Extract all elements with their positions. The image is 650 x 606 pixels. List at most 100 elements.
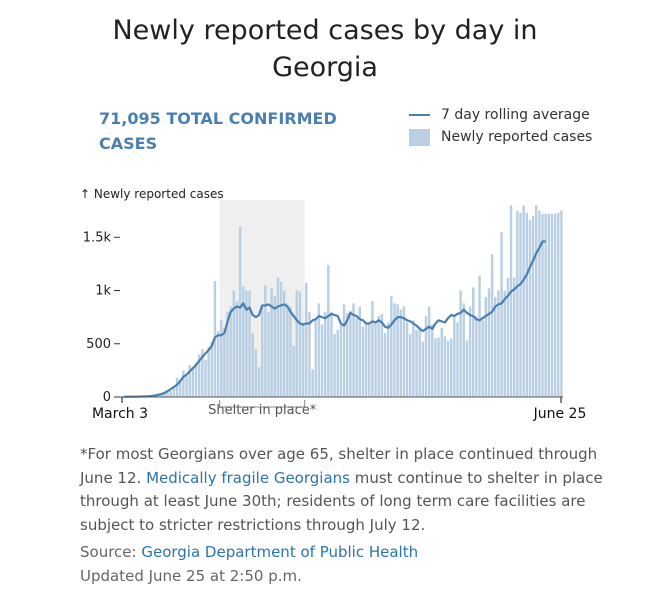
bar-new-cases [289, 306, 292, 397]
bar-new-cases [333, 334, 336, 397]
bar-new-cases [535, 205, 538, 397]
bar-new-cases [409, 334, 412, 397]
bar-new-cases [418, 326, 421, 397]
bar-new-cases [519, 212, 522, 397]
bar-new-cases [557, 212, 560, 397]
bar-new-cases [346, 312, 349, 397]
bar-new-cases [550, 213, 554, 397]
bar-new-cases [197, 354, 201, 397]
source-link[interactable]: Georgia Department of Public Health [141, 543, 419, 561]
bar-new-cases [380, 313, 384, 397]
bar-new-cases [311, 369, 314, 397]
bar-new-cases [270, 288, 273, 397]
bar-new-cases [157, 395, 160, 397]
bar-new-cases [358, 306, 362, 397]
x-end-label: June 25 [533, 406, 587, 422]
bar-new-cases [342, 304, 346, 397]
bar-new-cases [308, 311, 311, 397]
bar-new-cases [339, 324, 343, 397]
bar-new-cases [465, 340, 469, 397]
bar-new-cases [352, 303, 355, 397]
bar-new-cases [538, 210, 541, 397]
bar-new-cases [260, 306, 264, 397]
bar-new-cases [336, 329, 339, 397]
bar-new-cases [216, 330, 220, 397]
bar-new-cases [544, 213, 547, 397]
bar-new-cases [503, 290, 506, 397]
footnote-text-end: must continue to shelter in place throug… [80, 468, 603, 534]
bar-new-cases [276, 277, 280, 397]
bar-new-cases [393, 303, 396, 397]
bar-new-cases [374, 323, 377, 397]
shelter-bracket [219, 400, 306, 408]
bar-new-cases [242, 286, 245, 397]
bar-new-cases [528, 220, 532, 397]
bar-new-cases [179, 382, 182, 397]
legend-item-rolling-average: 7 day rolling average [409, 104, 592, 126]
bar-new-cases [390, 295, 393, 397]
bar-new-cases [226, 311, 229, 397]
bar-new-cases [314, 320, 317, 397]
bar-new-cases [497, 290, 500, 397]
bar-new-cases [424, 316, 428, 397]
bar-new-cases [191, 367, 195, 397]
bar-new-cases [405, 322, 409, 397]
bar-new-cases [201, 349, 204, 397]
bar-new-cases [481, 320, 484, 397]
footnote-text-start: *For most Georgians over age 65, shelter… [80, 445, 598, 487]
y-tick-label: 500 [86, 337, 111, 352]
bar-new-cases [169, 390, 173, 397]
bar-new-cases [421, 341, 425, 397]
total-line-1: 71,095 TOTAL CONFIRMED [99, 109, 337, 128]
bar-new-cases [223, 327, 226, 397]
bar-new-cases [547, 213, 551, 397]
bar-new-cases [166, 392, 169, 397]
bar-new-cases [305, 283, 308, 397]
bar-new-cases [349, 310, 352, 397]
bar-new-cases [459, 290, 462, 397]
bar-new-cases [317, 303, 321, 397]
bar-new-cases [188, 365, 191, 397]
bar-new-cases [295, 290, 299, 397]
chart-title: Newly reported cases by day in Georgia [0, 12, 650, 86]
bar-new-cases [472, 287, 475, 397]
updated-timestamp: Updated June 25 at 2:50 p.m. [80, 567, 302, 585]
chart-legend: 7 day rolling average Newly reported cas… [409, 104, 592, 148]
bar-new-cases [273, 295, 276, 397]
bar-new-cases [462, 303, 465, 397]
x-start-label: March 3 [92, 406, 148, 422]
bar-new-cases [531, 215, 535, 397]
bar-new-cases [494, 296, 497, 397]
bar-new-cases [415, 329, 418, 397]
legend-label-rolling-average: 7 day rolling average [441, 107, 590, 123]
bar-new-cases [172, 386, 176, 397]
bar-new-cases [383, 333, 387, 397]
bar-new-cases [516, 210, 519, 397]
shelter-annotation: Shelter in place* [208, 403, 317, 418]
bar-new-cases [490, 254, 494, 397]
bar-new-cases [478, 275, 481, 397]
bar-new-cases [456, 322, 459, 397]
total-confirmed-cases: 71,095 TOTAL CONFIRMED CASES [99, 106, 369, 156]
bar-new-cases [204, 359, 207, 397]
bar-new-cases [251, 333, 254, 397]
bar-new-cases [371, 301, 374, 397]
source-line: Source: Georgia Department of Public Hea… [80, 543, 418, 561]
bar-new-cases [446, 340, 450, 397]
bar-new-cases [522, 205, 525, 397]
bar-new-cases [487, 288, 491, 397]
legend-line-swatch [409, 114, 430, 116]
bar-new-cases [185, 375, 188, 397]
bar-new-cases [434, 338, 437, 397]
bar-new-cases [235, 301, 239, 397]
legend-label-new-cases: Newly reported cases [441, 129, 593, 145]
bar-new-cases [264, 285, 267, 397]
y-tick-label: 0 [103, 390, 111, 405]
bar-new-cases [301, 322, 305, 397]
medically-fragile-link[interactable]: Medically fragile Georgians [146, 468, 350, 487]
bar-new-cases [292, 345, 295, 397]
bar-new-cases [229, 306, 232, 397]
bar-new-cases [453, 317, 456, 397]
bar-new-cases [182, 370, 185, 397]
bar-new-cases [468, 306, 472, 397]
